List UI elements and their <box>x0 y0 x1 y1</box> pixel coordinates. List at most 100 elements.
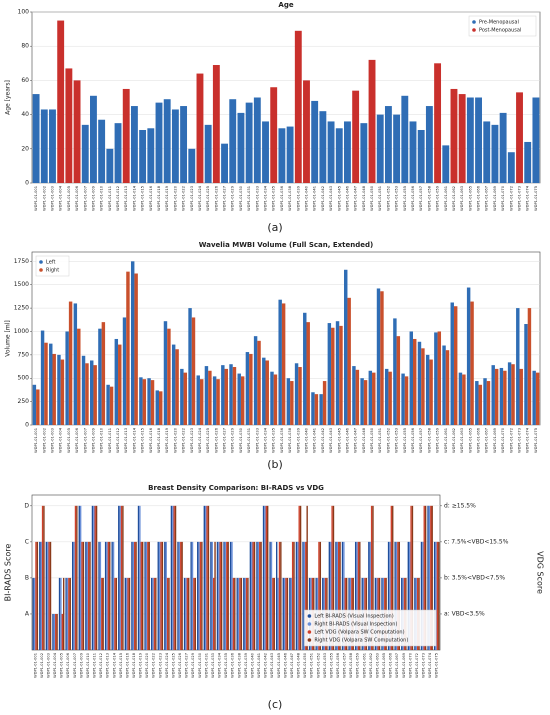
x-tick-label: WDP1-01-045 <box>337 186 341 211</box>
x-tick-label: WDP1-01-011 <box>93 653 97 678</box>
bar <box>328 541 331 650</box>
bar <box>356 541 358 650</box>
x-tick-label: WDP1-01-033 <box>255 186 259 211</box>
x-tick-label: WDP1-01-047 <box>354 428 358 453</box>
x-tick-label: WDP1-01-043 <box>329 428 333 453</box>
bar <box>532 97 540 183</box>
bar <box>201 541 203 650</box>
x-tick-label: WDP1-01-042 <box>321 428 325 453</box>
x-tick-label: WDP1-01-042 <box>264 653 268 678</box>
bar <box>120 505 123 650</box>
chart-title: Breast Density Comparison: BI-RADS vs VD… <box>148 484 324 492</box>
x-tick-label: WDP1-01-043 <box>270 653 274 678</box>
x-tick-label: WDP1-01-018 <box>157 427 161 453</box>
y-tick-label: A <box>25 610 30 617</box>
x-tick-label: WDP1-01-023 <box>190 186 194 211</box>
y-tick-label: 500 <box>18 375 30 382</box>
bar <box>398 541 400 650</box>
bar <box>35 541 37 650</box>
bar <box>251 541 253 650</box>
legend-box <box>35 255 70 277</box>
x-tick-label: WDP1-01-046 <box>283 652 287 678</box>
x-tick-label: WDP1-01-057 <box>343 653 347 678</box>
bar <box>286 577 289 650</box>
x-tick-label: WDP1-01-015 <box>141 186 145 211</box>
bar <box>139 377 143 425</box>
x-tick-label: WDP1-01-040 <box>250 652 254 678</box>
bar <box>181 541 183 650</box>
x-tick-label: WDP1-01-066 <box>389 652 393 678</box>
bar <box>53 613 56 650</box>
x-tick-label: WDP1-01-004 <box>59 185 63 211</box>
legend-label: Pre-Menopausal <box>479 20 519 26</box>
bar <box>185 577 187 650</box>
bar <box>87 541 90 650</box>
bar <box>231 541 233 650</box>
bar <box>368 541 370 650</box>
bar <box>293 541 295 650</box>
bar <box>183 372 188 425</box>
bar <box>180 541 182 650</box>
x-tick-label: WDP1-01-031 <box>247 428 251 453</box>
bar <box>237 577 240 650</box>
bar <box>223 541 225 650</box>
bar <box>224 541 227 650</box>
bar <box>196 73 204 183</box>
x-tick-label: WDP1-01-073 <box>518 428 522 453</box>
bar <box>99 541 102 650</box>
bar <box>65 331 69 425</box>
x-tick-label: WDP1-01-019 <box>165 185 169 211</box>
bar <box>170 505 173 650</box>
x-tick-label: WDP1-01-075 <box>534 428 538 453</box>
chart-title: Wavelia MWBI Volume (Full Scan, Extended… <box>199 241 373 249</box>
bar <box>216 379 220 425</box>
bar <box>319 394 323 425</box>
bar <box>102 577 104 650</box>
bar <box>314 394 319 425</box>
x-tick-label: WDP1-01-020 <box>145 652 149 678</box>
bar <box>389 541 391 650</box>
x-tick-label: WDP1-01-009 <box>79 652 83 678</box>
bar <box>158 541 161 650</box>
bar <box>43 505 45 650</box>
bar <box>161 541 164 650</box>
x-tick-label: WDP1-01-019 <box>165 427 169 453</box>
bar <box>199 379 204 425</box>
x-tick-label: WDP1-01-024 <box>198 185 202 211</box>
bar <box>442 345 446 425</box>
bar <box>76 505 78 650</box>
x-tick-label: WDP1-01-051 <box>378 186 382 211</box>
bar <box>220 541 223 650</box>
bar <box>60 577 62 650</box>
y-axis-label: Age [years] <box>5 80 12 115</box>
bar <box>335 128 343 183</box>
bar <box>32 384 37 425</box>
bar <box>128 577 131 650</box>
x-tick-label: WDP1-01-072 <box>415 653 419 678</box>
bar <box>122 88 130 183</box>
bar <box>491 365 495 425</box>
x-tick-label: WDP1-01-003 <box>46 653 50 678</box>
y-tick-label: 750 <box>18 351 30 358</box>
bar <box>429 359 433 425</box>
x-tick-label: WDP1-01-050 <box>370 185 374 211</box>
bar <box>278 128 286 183</box>
y-tick-label: 40 <box>21 111 29 118</box>
x-tick-label: WDP1-01-075 <box>534 186 538 211</box>
bar <box>165 541 167 650</box>
bar <box>166 577 169 650</box>
x-tick-label: WDP1-01-045 <box>277 653 281 678</box>
bar <box>90 95 97 183</box>
x-tick-label: WDP1-01-041 <box>257 653 261 678</box>
bar <box>466 287 471 425</box>
bar <box>140 541 142 650</box>
bar <box>417 129 425 183</box>
bar <box>49 109 56 183</box>
bar <box>239 577 241 650</box>
bar <box>89 541 91 650</box>
bar <box>390 505 393 650</box>
x-tick-label: WDP1-01-035 <box>272 186 276 211</box>
bar <box>291 541 294 650</box>
bar <box>507 152 515 183</box>
